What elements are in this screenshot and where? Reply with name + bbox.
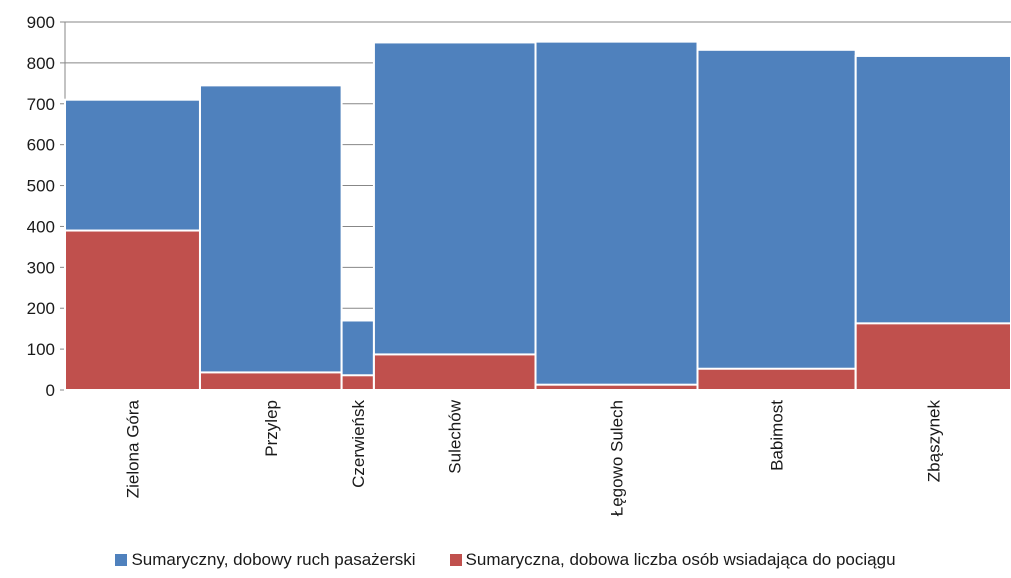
y-tick-label: 0 <box>46 381 55 400</box>
legend-label-boarding: Sumaryczna, dobowa liczba osób wsiadając… <box>465 550 896 569</box>
x-category-label: Zbąszynek <box>924 400 943 483</box>
chart-svg: 0 100 200 300 400 500 600 700 800 900 Zielona Góra… <box>27 13 1011 516</box>
x-category-label: Babimost <box>768 400 787 471</box>
legend-label-total-traffic: Sumaryczny, dobowy ruch pasażerski <box>131 550 416 569</box>
y-tick-label: 200 <box>27 299 55 318</box>
y-tick-label: 300 <box>27 258 55 277</box>
bar-boarding <box>534 383 699 392</box>
legend-swatch-red <box>449 554 462 566</box>
y-tick-label: 600 <box>27 136 55 155</box>
x-category-label: Sulechów <box>446 399 465 473</box>
x-category-label: Zielona Góra <box>123 399 142 498</box>
bar-boarding <box>64 229 201 391</box>
bar-total-traffic <box>198 84 343 391</box>
legend-item-total-traffic: Sumaryczny, dobowy ruch pasażerski <box>115 550 416 570</box>
x-category-label: Łęgowo Sulech <box>608 400 627 516</box>
bar-total-traffic <box>696 48 857 391</box>
y-tick-label: 800 <box>27 54 55 73</box>
y-tick-label: 400 <box>27 217 55 236</box>
legend-item-boarding: Sumaryczna, dobowa liczba osób wsiadając… <box>449 550 896 570</box>
chart-legend: Sumaryczny, dobowy ruch pasażerski Sumar… <box>0 548 1011 572</box>
x-category-label: Czerwieńsk <box>349 400 368 488</box>
bar-boarding <box>854 322 1011 391</box>
y-tick-label: 500 <box>27 177 55 196</box>
bar-boarding <box>696 367 857 391</box>
y-tick-label: 900 <box>27 13 55 32</box>
legend-swatch-blue <box>115 554 128 566</box>
bar-boarding <box>340 374 375 391</box>
bar-total-traffic <box>534 40 699 391</box>
bar-boarding <box>198 371 343 392</box>
y-tick-label: 100 <box>27 340 55 359</box>
y-tick-label: 700 <box>27 95 55 114</box>
bar-boarding <box>372 353 537 391</box>
x-category-label: Przylep <box>262 400 281 457</box>
bar-total-traffic <box>372 41 537 391</box>
